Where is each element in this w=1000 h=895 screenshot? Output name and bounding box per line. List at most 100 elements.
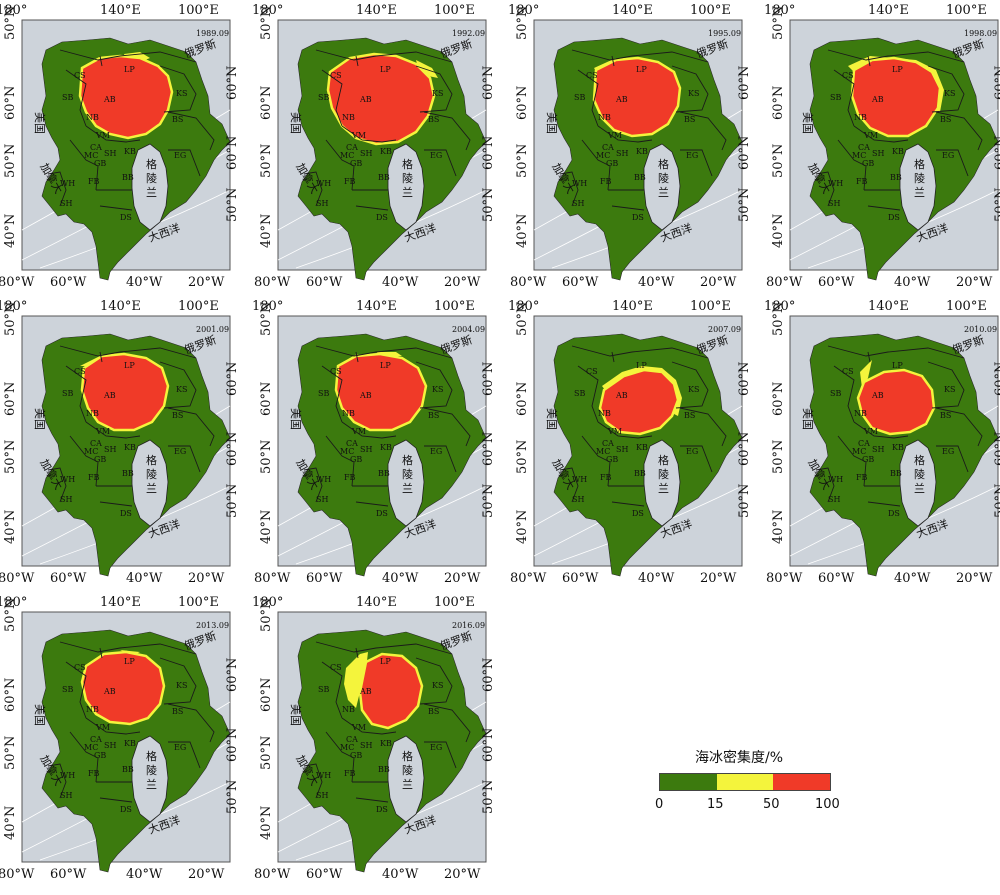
axis-label-left: 40°N [771, 214, 786, 248]
panel-date: 1992.09 [452, 29, 485, 38]
region-boundary [355, 501, 389, 507]
legend: 海冰密集度/% 0 15 50 100 [655, 743, 855, 823]
legend-title: 海冰密集度/% [695, 750, 784, 766]
map-canvas: 1995.09 180° 140°E 100°E 80°W 60°W 40°W 20°W 50°… [508, 3, 752, 290]
place-label-greenland: 兰 [146, 482, 157, 495]
axis-label-left: 60°N [515, 86, 530, 120]
map-panel-1992.09: 1992.09 180° 140°E 100°E 80°W 60°W 40°W 20°W 50°… [252, 0, 512, 296]
region-code-sh: SH [104, 149, 116, 158]
region-boundary [867, 501, 901, 507]
place-label-greenland: 兰 [146, 778, 157, 791]
region-code-fb: FB [344, 473, 356, 482]
region-code-sb: SB [62, 685, 73, 694]
region-code-cs: CS [74, 367, 86, 376]
axis-label-left: 40°N [771, 510, 786, 544]
region-boundary [679, 111, 727, 151]
region-code-sh: SH [360, 445, 372, 454]
region-boundary [159, 361, 197, 409]
region-code-lp: LP [636, 65, 647, 74]
region-boundary [321, 69, 343, 127]
region-code-eg: EG [174, 447, 186, 456]
axis-label-top: 140°E [100, 299, 141, 314]
region-code-ds: DS [632, 509, 644, 518]
region-boundary [47, 763, 67, 799]
region-code-eg: EG [430, 447, 442, 456]
place-label-usa: 美国 [33, 704, 46, 726]
axis-label-bottom: 80°W [0, 571, 35, 586]
place-label-greenland: 陵 [146, 172, 157, 185]
region-code-nb: NB [854, 409, 867, 418]
region-boundary [680, 149, 713, 177]
region-code-nb: NB [86, 409, 99, 418]
map-panel-2007.09: 2007.09 180° 140°E 100°E 80°W 60°W 40°W 20°W 50°… [508, 296, 768, 592]
region-code-bs: BS [172, 411, 183, 420]
region-code-nb: NB [342, 705, 355, 714]
region-boundary [853, 125, 909, 143]
region-boundary [581, 435, 611, 487]
region-code-lp: LP [380, 657, 391, 666]
region-code-eg: EG [686, 151, 698, 160]
region-boundary [927, 65, 965, 113]
axis-label-right: 50°N [993, 188, 1000, 222]
region-boundary [315, 641, 453, 655]
region-code-wh: WH [828, 475, 843, 484]
region-code-wh: WH [572, 179, 587, 188]
region-boundary [571, 49, 709, 63]
region-code-lp: LP [124, 65, 135, 74]
region-code-sb: SB [318, 685, 329, 694]
map-panel-2004.09: 2004.09 180° 140°E 100°E 80°W 60°W 40°W 20°W 50°… [252, 296, 512, 592]
region-boundary [679, 407, 727, 447]
axis-label-left: 50°N [259, 302, 274, 336]
ice-50-100-area [80, 352, 170, 432]
axis-label-bottom: 60°W [562, 571, 599, 586]
region-code-mc: MC [340, 447, 354, 456]
region-code-ca: CA [858, 439, 870, 448]
region-code-mc: MC [596, 151, 610, 160]
axis-label-left: 60°N [3, 382, 18, 416]
region-boundary [303, 467, 323, 503]
ice-50-100-area [80, 650, 166, 726]
panel-date: 1998.09 [964, 29, 997, 38]
axis-label-bottom: 40°W [126, 867, 163, 882]
axis-label-top: 180° [508, 3, 539, 18]
region-code-ks: KS [688, 89, 699, 98]
axis-label-top: 100°E [178, 299, 219, 314]
panel-date: 1995.09 [708, 29, 741, 38]
axis-label-bottom: 60°W [562, 275, 599, 290]
region-code-sh: SH [60, 199, 72, 208]
region-code-bb: BB [378, 173, 390, 182]
region-code-bs: BS [684, 411, 695, 420]
region-boundary [936, 445, 969, 473]
region-boundary [833, 365, 855, 423]
axis-label-right: 60°N [993, 362, 1000, 396]
axis-label-right: 50°N [481, 188, 496, 222]
axis-label-left: 50°N [771, 302, 786, 336]
region-code-fb: FB [88, 177, 100, 186]
ice-15-50-area [416, 60, 438, 78]
place-label-greenland: 格 [402, 453, 413, 467]
region-code-kb: KB [124, 739, 136, 748]
region-boundary [47, 467, 67, 503]
region-code-ks: KS [176, 385, 187, 394]
axis-label-top: 180° [252, 595, 283, 610]
map-panel-1998.09: 1998.09 180° 140°E 100°E 80°W 60°W 40°W 20°W 50°… [764, 0, 1000, 296]
region-code-lp: LP [892, 65, 903, 74]
region-code-ab: AB [103, 687, 116, 696]
region-code-eg: EG [174, 743, 186, 752]
region-boundary [571, 345, 709, 359]
region-boundary [303, 763, 323, 799]
region-boundary [837, 435, 867, 487]
place-label-greenland: 格 [146, 157, 157, 171]
axis-label-left: 40°N [515, 510, 530, 544]
region-boundary [167, 111, 215, 151]
region-boundary [424, 445, 457, 473]
region-code-vm: VM [351, 131, 366, 140]
region-boundary [827, 345, 965, 359]
axis-label-top: 140°E [356, 299, 397, 314]
map-panel-2013.09: 2013.09 180° 140°E 100°E 80°W 60°W 40°W 20°W 50°… [0, 592, 256, 888]
region-code-ks: KS [432, 681, 443, 690]
axis-label-top: 140°E [868, 299, 909, 314]
axis-label-top: 100°E [178, 595, 219, 610]
axis-label-right: 50°N [481, 780, 496, 814]
region-code-sb: SB [830, 389, 841, 398]
